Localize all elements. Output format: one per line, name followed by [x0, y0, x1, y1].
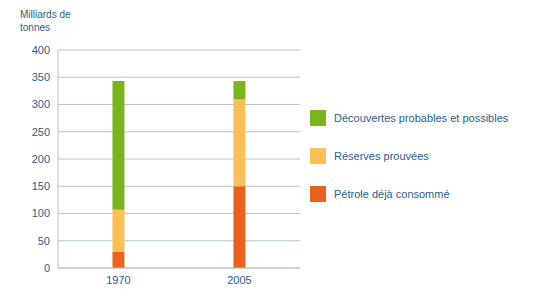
svg-text:350: 350 — [32, 71, 50, 83]
svg-text:2005: 2005 — [227, 274, 251, 286]
html-text:Découvertes probables et possi: Découvertes probables et possibles — [334, 112, 509, 124]
svg-text:200: 200 — [32, 153, 50, 165]
html-text:Réserves prouvées: Réserves prouvées — [334, 150, 429, 162]
svg-text:50: 50 — [38, 235, 50, 247]
svg-text:250: 250 — [32, 126, 50, 138]
html-text:Milliards de tonnes: Milliards de tonnes — [20, 9, 71, 33]
svg-text:400: 400 — [32, 44, 50, 56]
svg-text:150: 150 — [32, 180, 50, 192]
svg-text:100: 100 — [32, 207, 50, 219]
svg-text:1970: 1970 — [106, 274, 130, 286]
html-text:Pétrole déjà consommé: Pétrole déjà consommé — [334, 188, 450, 200]
svg-text:0: 0 — [44, 262, 50, 274]
svg-text:300: 300 — [32, 98, 50, 110]
